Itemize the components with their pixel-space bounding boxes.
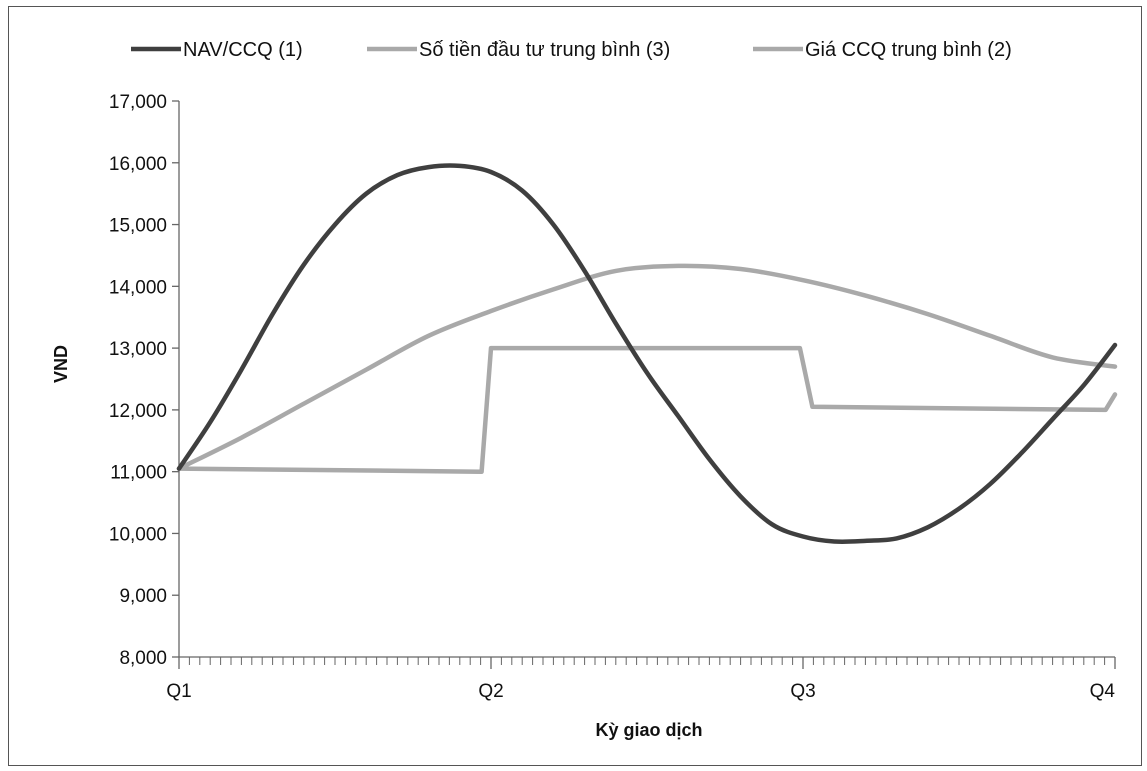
series-line-0 [176,163,1118,545]
x-tick-label: Q4 [1090,681,1116,702]
x-axis: Q1 Q2 Q3 Q4 [166,656,1116,702]
legend-label: Giá CCQ trung bình (2) [805,39,1012,61]
y-tick-label: 10,000 [109,524,167,545]
y-axis: 8,000 9,000 10,000 11,000 12,000 13,000 14,000… [109,92,180,669]
y-tick-label: 11,000 [110,463,167,484]
x-tick-label: Q2 [478,681,503,702]
y-axis-title: VND [51,345,71,383]
legend: NAV/CCQ (1) Số tiền đầu tư trung bình (3)… [131,39,1012,61]
y-tick-label: 12,000 [109,401,167,422]
y-tick-label: 8,000 [119,648,167,669]
chart-frame: NAV/CCQ (1) Số tiền đầu tư trung bình (3)… [8,6,1142,766]
y-tick-label: 16,000 [109,154,167,175]
y-tick-label: 13,000 [109,339,167,360]
x-tick-label: Q1 [166,681,191,702]
x-axis-title: Kỳ giao dịch [595,720,702,740]
series-line-2 [176,345,1118,474]
x-tick-label: Q3 [790,681,815,702]
y-tick-label: 17,000 [109,92,167,113]
series-lines [176,163,1118,545]
y-tick-label: 9,000 [119,586,167,607]
series-line-1 [176,263,1118,471]
legend-label: Số tiền đầu tư trung bình (3) [419,39,670,61]
y-tick-label: 14,000 [109,277,167,298]
y-tick-label: 15,000 [109,216,167,237]
line-chart: NAV/CCQ (1) Số tiền đầu tư trung bình (3)… [51,39,1118,740]
legend-label: NAV/CCQ (1) [183,39,303,61]
